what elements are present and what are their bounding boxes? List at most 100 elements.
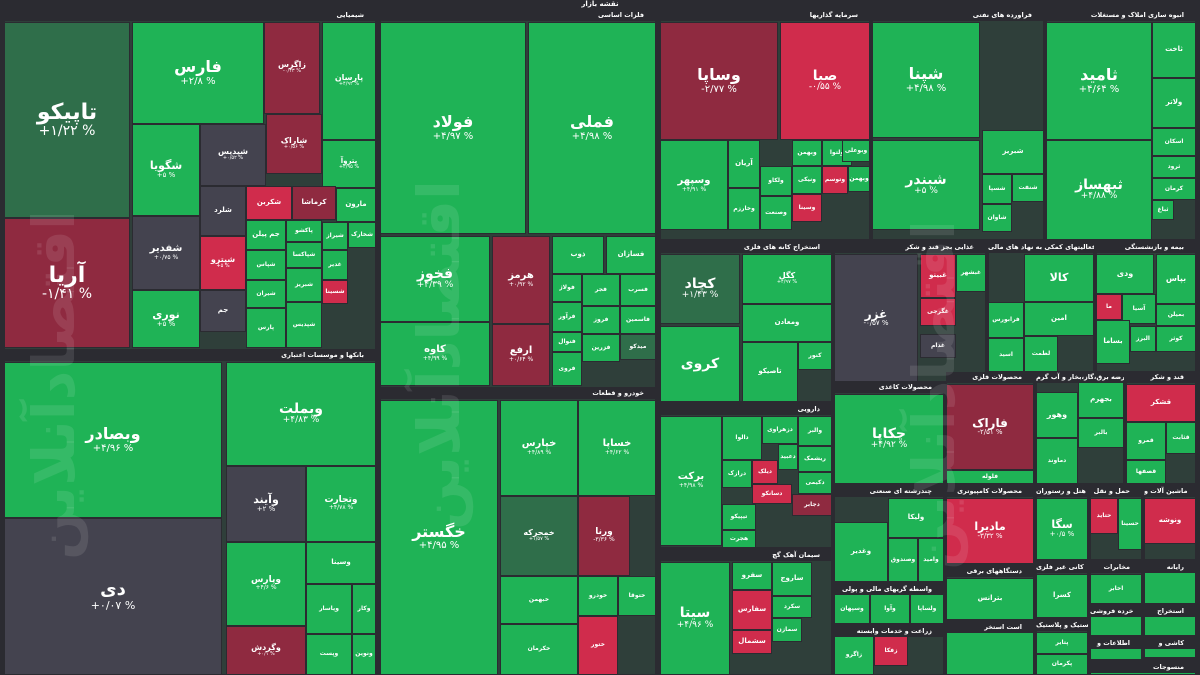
stock-tile[interactable]: کالا — [1024, 254, 1094, 302]
stock-tile[interactable]: وآوا — [870, 594, 910, 624]
stock-tile[interactable]: وسپهر% ۴/۹۱+ — [660, 140, 728, 230]
stock-tile[interactable]: قمرو — [1126, 422, 1166, 460]
stock-tile[interactable]: وآیند% ۲+ — [226, 466, 306, 542]
stock-tile[interactable]: ولاتر — [1152, 78, 1196, 128]
stock-tile[interactable]: دعبید — [778, 444, 798, 470]
stock-tile[interactable]: شپنا% ۴/۹۸+ — [872, 22, 980, 138]
stock-tile[interactable]: هرمز% ۰/۹۲+ — [492, 236, 550, 324]
stock-tile[interactable]: قصفها — [1126, 460, 1166, 484]
stock-tile[interactable]: شپترو% ۵+ — [200, 236, 246, 290]
stock-tile[interactable]: ثباغ — [1152, 200, 1174, 220]
stock-tile[interactable]: کسرا — [1036, 574, 1088, 618]
stock-tile[interactable]: ختور — [578, 616, 618, 675]
stock-tile[interactable]: وبهمن — [792, 140, 822, 166]
stock-tile[interactable]: وامید — [918, 538, 944, 582]
stock-tile[interactable]: درازک — [722, 460, 752, 488]
stock-tile[interactable]: دالوا — [722, 416, 762, 460]
stock-tile[interactable]: کاوه% ۴/۹۹+ — [380, 322, 490, 386]
stock-tile[interactable]: غدام — [920, 334, 956, 358]
stock-tile[interactable]: ختوقا — [618, 576, 656, 616]
stock-tile[interactable]: وسینا — [306, 542, 376, 584]
stock-tile[interactable]: وپاسار — [306, 584, 352, 634]
stock-tile[interactable]: برکت% ۴/۹۸+ — [660, 416, 722, 546]
stock-tile[interactable]: شاراک% ۰/۵۶+ — [266, 114, 322, 174]
stock-tile[interactable]: شبریز — [982, 130, 1044, 174]
stock-tile[interactable]: فرابورس — [988, 302, 1024, 338]
stock-tile[interactable]: وبوعلی — [842, 140, 870, 162]
stock-tile[interactable]: پارسان% ۴/۹۲+ — [322, 22, 376, 140]
stock-tile[interactable]: خساپا% ۴/۶۲+ — [578, 400, 656, 496]
stock-tile[interactable]: فروی — [552, 352, 582, 386]
stock-tile[interactable]: وخارزم — [728, 188, 760, 230]
stock-tile[interactable]: زاگرس% ۰/۴۳- — [264, 22, 320, 114]
stock-tile[interactable]: کچاد% ۱/۴۳+ — [660, 254, 740, 324]
stock-tile[interactable]: دجابر — [792, 494, 832, 516]
stock-tile[interactable]: شبندر% ۵+ — [872, 140, 980, 230]
stock-tile[interactable]: پاکشو — [286, 220, 322, 242]
stock-tile[interactable]: سیتا% ۴/۹۶+ — [660, 562, 730, 675]
stock-tile[interactable]: شسپا — [982, 174, 1012, 204]
stock-tile[interactable]: غزر% ۰/۵۷- — [834, 254, 918, 382]
stock-tile[interactable]: ما — [1096, 294, 1122, 320]
stock-tile[interactable]: شلرد — [200, 186, 246, 236]
stock-tile[interactable]: دی% ۰/۰۷+ — [4, 518, 222, 675]
stock-tile[interactable]: وصندوق — [888, 538, 918, 582]
stock-tile[interactable]: کوثر — [1156, 326, 1196, 352]
stock-tile[interactable]: وگردش% ۰/۱+ — [226, 626, 306, 675]
stock-tile[interactable]: بترانس — [946, 578, 1034, 620]
stock-tile[interactable]: فسرب — [620, 274, 656, 306]
stock-tile[interactable]: تاصیکو — [742, 342, 798, 402]
stock-tile[interactable]: فولاد% ۴/۹۷+ — [380, 22, 526, 234]
stock-tile[interactable]: هجرت — [722, 530, 756, 548]
stock-tile[interactable]: جم — [200, 290, 246, 332]
stock-tile[interactable]: شگویا% ۵+ — [132, 124, 200, 216]
stock-tile[interactable]: وبملت% ۴/۸۳+ — [226, 362, 376, 466]
stock-tile[interactable]: غدیر — [322, 250, 348, 280]
stock-tile[interactable]: کگل% ۴/۹۷+ — [742, 254, 832, 304]
stock-tile[interactable]: آریا% ۱/۴۱- — [4, 218, 130, 348]
stock-tile[interactable]: سشمال — [732, 630, 772, 654]
stock-tile[interactable]: زاگرو — [834, 636, 874, 675]
stock-tile[interactable]: ودی — [1096, 254, 1154, 294]
stock-tile[interactable]: فاراک% ۲/۵۱- — [946, 384, 1034, 470]
stock-tile[interactable]: خکرمان — [500, 624, 578, 675]
stock-tile[interactable]: شسینا — [322, 280, 348, 304]
stock-tile[interactable]: شکربن — [246, 186, 292, 220]
stock-tile[interactable]: بمیلن — [1156, 304, 1196, 326]
stock-tile[interactable]: اسکان — [1152, 128, 1196, 156]
stock-tile[interactable]: صبا% ۰/۵۵- — [780, 22, 870, 140]
stock-tile[interactable]: آریان — [728, 140, 760, 188]
stock-tile[interactable]: بپاس — [1156, 254, 1196, 304]
stock-tile[interactable]: حتاید — [1090, 498, 1118, 534]
stock-tile[interactable]: وکار — [352, 584, 376, 634]
stock-tile[interactable]: وصنعت — [760, 196, 792, 230]
stock-tile[interactable]: حسینا — [1118, 498, 1142, 550]
stock-tile[interactable]: فسازان — [606, 236, 656, 274]
stock-tile[interactable]: میدکو — [620, 334, 656, 360]
stock-tile[interactable]: فنوال — [552, 332, 582, 352]
stock-tile[interactable]: دکیمی — [798, 472, 832, 494]
stock-tile[interactable]: وبهمن — [848, 166, 870, 192]
stock-tile[interactable]: فرآور — [552, 302, 582, 332]
stock-tile[interactable]: ریشمک — [798, 446, 832, 472]
stock-tile[interactable]: خبهمن — [500, 576, 578, 624]
stock-tile[interactable]: غبینو — [920, 254, 956, 298]
stock-tile[interactable]: دماوند — [1036, 438, 1078, 484]
stock-tile[interactable]: غبشهر — [956, 254, 986, 292]
stock-tile[interactable]: کروی — [660, 326, 740, 402]
stock-tile[interactable]: شپاکسا — [286, 242, 322, 268]
stock-tile[interactable]: فارس% ۲/۸+ — [132, 22, 264, 124]
stock-tile[interactable]: شپدیس% ۰/۵۲+ — [200, 124, 266, 186]
stock-tile[interactable]: وغدیر — [834, 522, 888, 582]
stock-tile[interactable]: سگا% ۰/۵+ — [1036, 498, 1088, 560]
stock-tile[interactable]: شیران — [246, 280, 286, 308]
stock-tile[interactable]: پکرمان — [1036, 654, 1088, 675]
stock-tile[interactable]: شنفت — [1012, 174, 1044, 202]
stock-tile[interactable]: سمازن — [772, 618, 802, 642]
stock-tile[interactable]: فاسمین — [620, 306, 656, 334]
stock-tile[interactable]: فجر — [582, 274, 620, 306]
stock-tile[interactable]: وهور — [1036, 392, 1078, 438]
stock-tile[interactable]: ومعادن — [742, 304, 832, 342]
stock-tile[interactable]: خپارس% ۴/۸۹+ — [500, 400, 578, 496]
stock-tile[interactable]: ونوشه — [1144, 498, 1196, 544]
